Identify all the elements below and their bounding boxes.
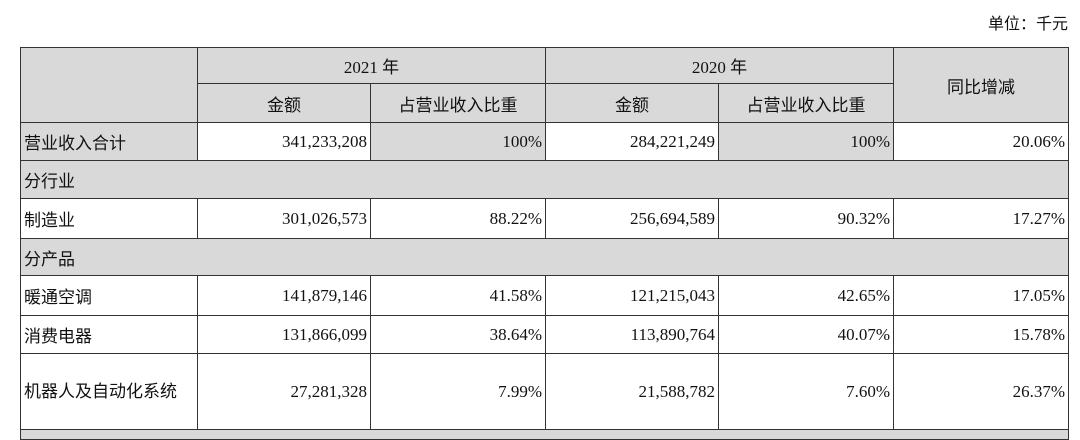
share-2021: 38.64% xyxy=(370,315,546,354)
section-label: 分产品 xyxy=(20,238,1069,276)
row-label: 机器人及自动化系统 xyxy=(20,353,198,430)
header-yoy: 同比增减 xyxy=(893,47,1069,123)
table-row: 机器人及自动化系统 27,281,328 7.99% 21,588,782 7.… xyxy=(20,353,1069,430)
yoy-change: 17.27% xyxy=(893,198,1069,239)
section-row-product: 分产品 xyxy=(20,238,1069,276)
header-amount-2021: 金额 xyxy=(197,83,371,123)
yoy-change: 20.06% xyxy=(893,122,1069,161)
next-section-row-partial xyxy=(20,429,1069,440)
amount-2020: 256,694,589 xyxy=(545,198,719,239)
share-2020: 42.65% xyxy=(718,275,894,316)
table-row: 制造业 301,026,573 88.22% 256,694,589 90.32… xyxy=(20,198,1069,239)
table-row-total: 营业收入合计 341,233,208 100% 284,221,249 100%… xyxy=(20,122,1069,161)
amount-2021: 27,281,328 xyxy=(197,353,371,430)
amount-2021: 301,026,573 xyxy=(197,198,371,239)
amount-2021: 341,233,208 xyxy=(197,122,371,161)
share-2021: 41.58% xyxy=(370,275,546,316)
section-row-industry: 分行业 xyxy=(20,160,1069,199)
row-label: 暖通空调 xyxy=(20,275,198,316)
amount-2020: 121,215,043 xyxy=(545,275,719,316)
section-label: 分行业 xyxy=(20,160,1069,199)
table-row: 暖通空调 141,879,146 41.58% 121,215,043 42.6… xyxy=(20,275,1069,316)
row-label: 营业收入合计 xyxy=(20,122,198,161)
amount-2020: 113,890,764 xyxy=(545,315,719,354)
revenue-table: 2021 年 2020 年 同比增减 金额 占营业收入比重 金额 占营业收入比重… xyxy=(20,47,1069,440)
header-2021: 2021 年 xyxy=(197,47,546,84)
yoy-change: 15.78% xyxy=(893,315,1069,354)
header-share-2020: 占营业收入比重 xyxy=(718,83,894,123)
amount-2020: 284,221,249 xyxy=(545,122,719,161)
table-row: 消费电器 131,866,099 38.64% 113,890,764 40.0… xyxy=(20,315,1069,354)
amount-2021: 141,879,146 xyxy=(197,275,371,316)
yoy-change: 26.37% xyxy=(893,353,1069,430)
row-label: 消费电器 xyxy=(20,315,198,354)
header-row-columns: 金额 占营业收入比重 金额 占营业收入比重 xyxy=(21,83,1069,123)
header-row-years: 2021 年 2020 年 同比增减 xyxy=(20,47,1069,123)
share-2021: 7.99% xyxy=(370,353,546,430)
header-corner-cell xyxy=(20,47,198,123)
header-share-2021: 占营业收入比重 xyxy=(370,83,546,123)
section-label-cut xyxy=(20,429,1069,440)
unit-label: 单位：千元 xyxy=(987,16,1068,33)
share-2020: 40.07% xyxy=(718,315,894,354)
header-2020: 2020 年 xyxy=(545,47,894,84)
amount-2021: 131,866,099 xyxy=(197,315,371,354)
share-2020: 7.60% xyxy=(718,353,894,430)
yoy-change: 17.05% xyxy=(893,275,1069,316)
share-2020: 90.32% xyxy=(718,198,894,239)
header-amount-2020: 金额 xyxy=(545,83,719,123)
share-2021: 88.22% xyxy=(370,198,546,239)
row-label: 制造业 xyxy=(20,198,198,239)
amount-2020: 21,588,782 xyxy=(545,353,719,430)
share-2020: 100% xyxy=(718,122,894,161)
share-2021: 100% xyxy=(370,122,546,161)
